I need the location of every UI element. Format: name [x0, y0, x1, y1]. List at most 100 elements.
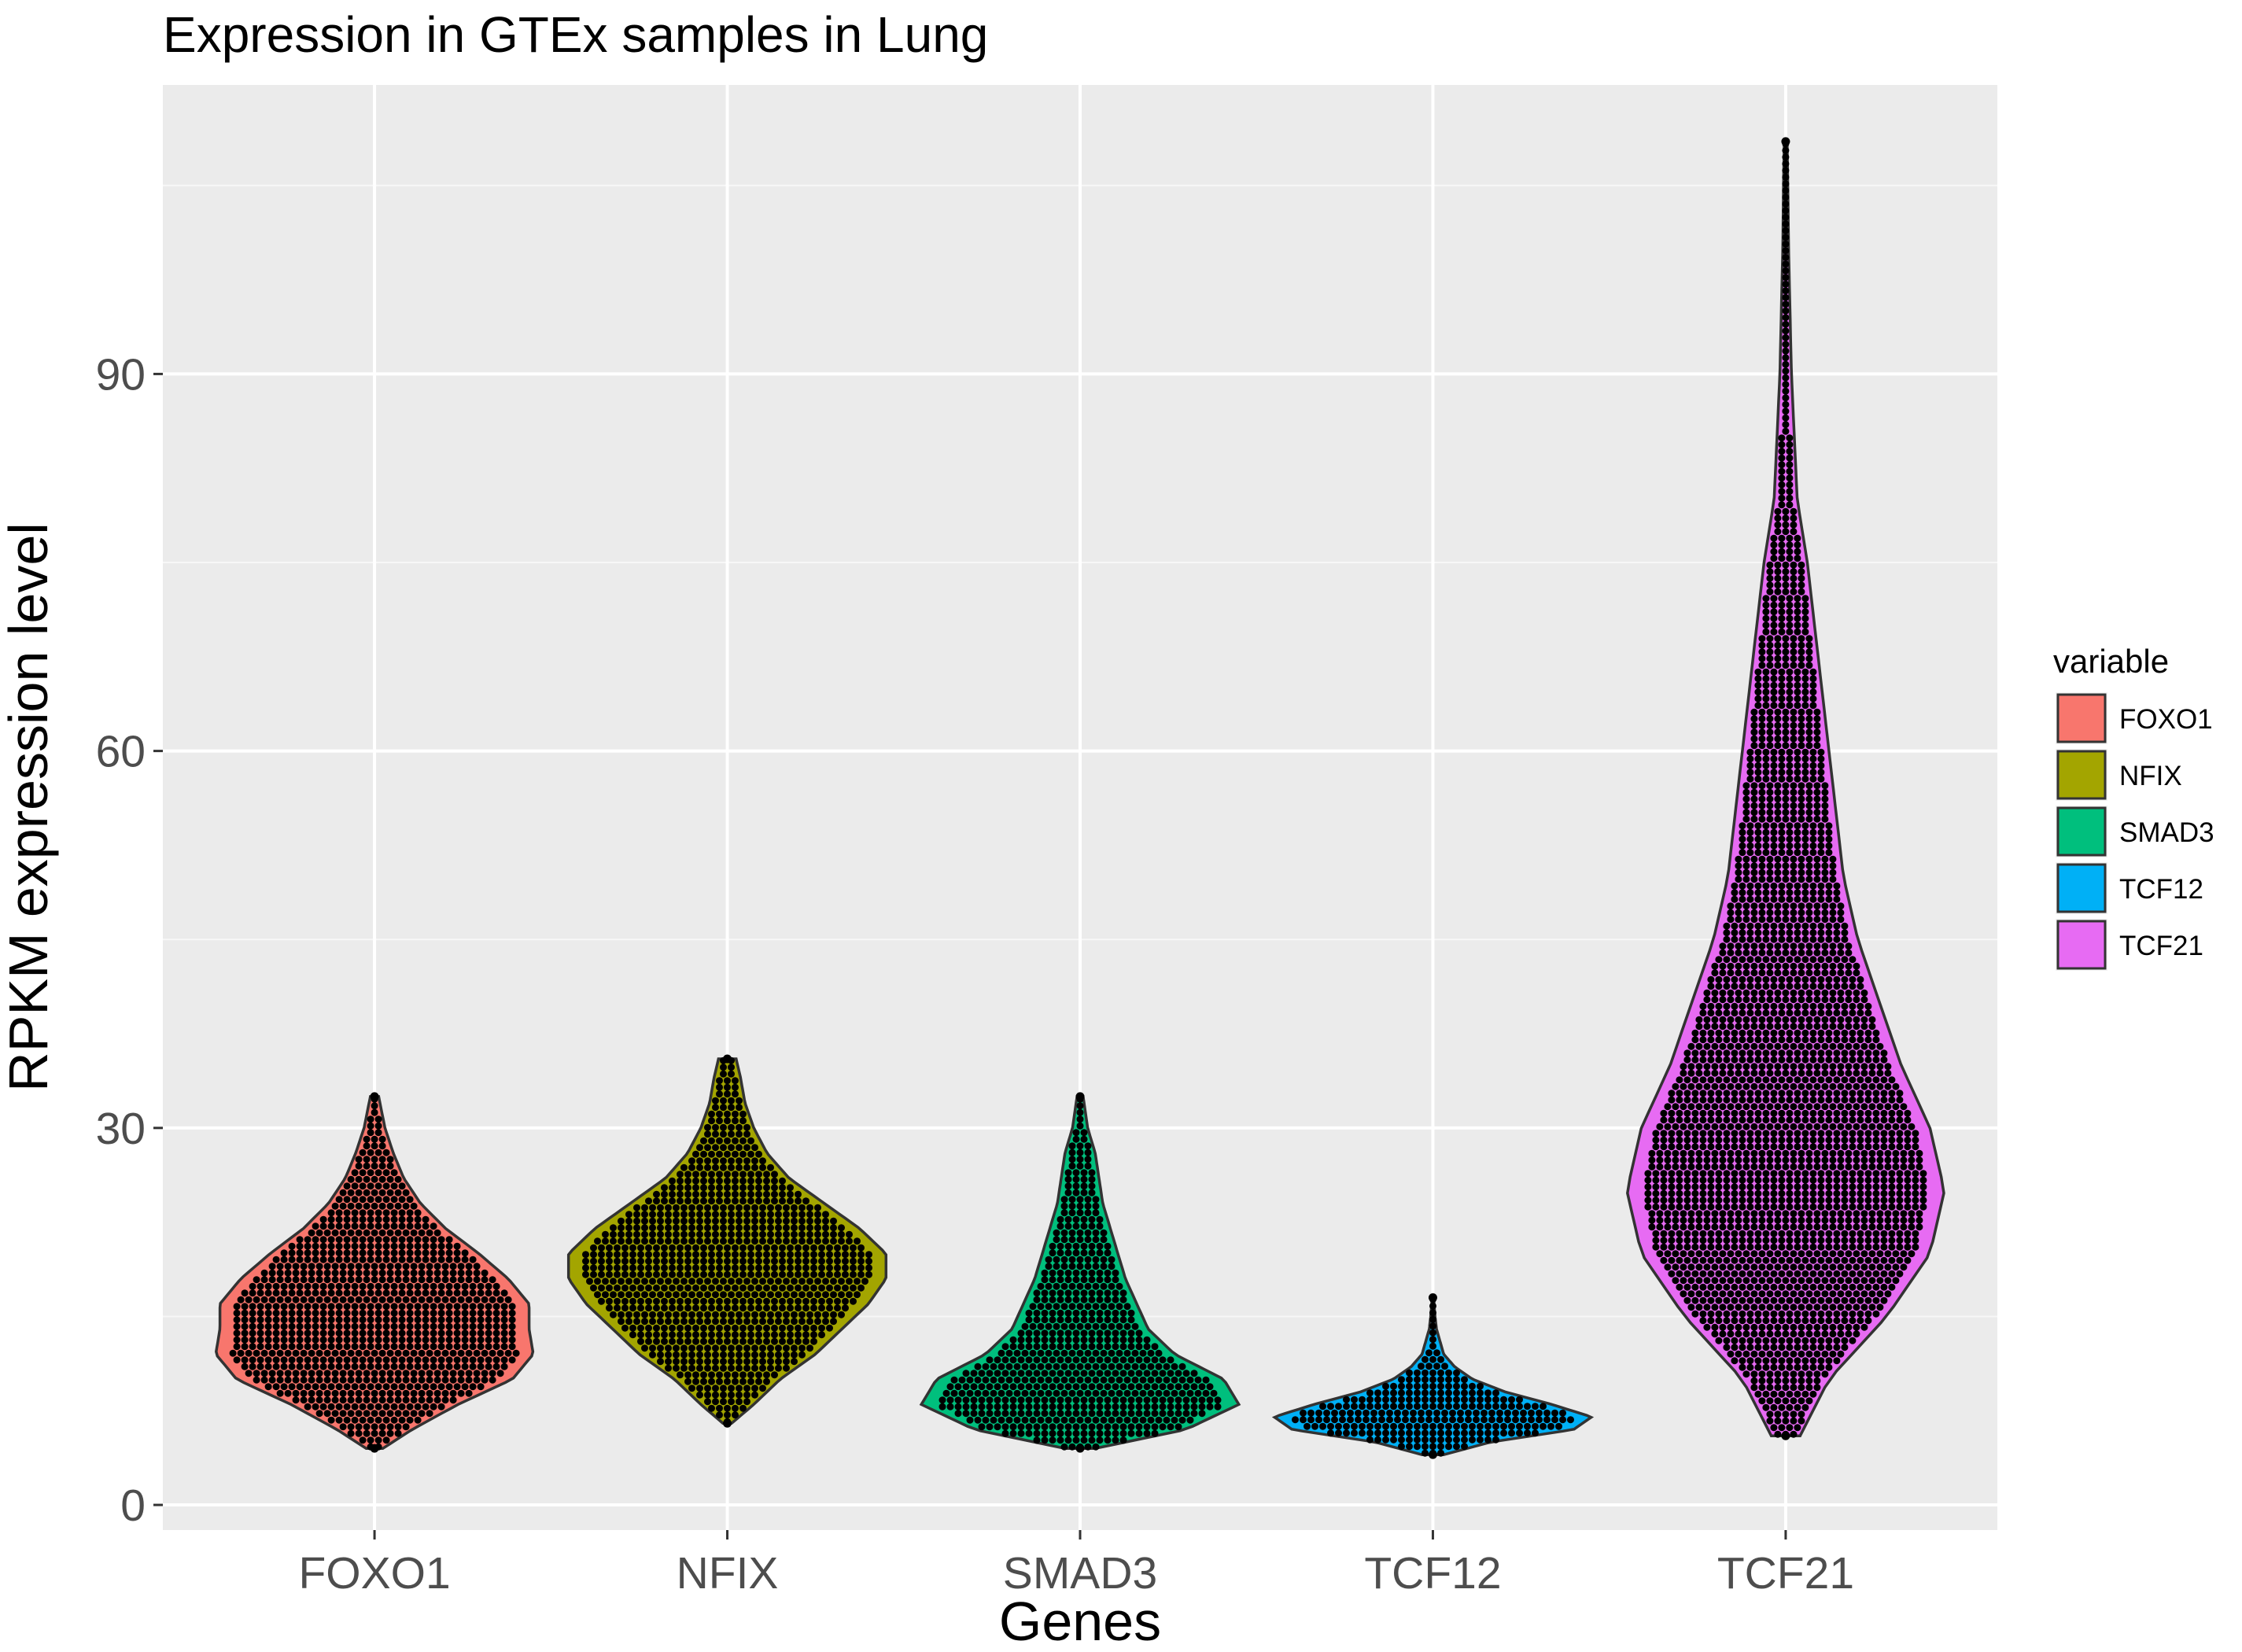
data-dot: [779, 1177, 786, 1185]
data-dot: [469, 1309, 477, 1317]
data-dot: [1652, 1170, 1660, 1178]
data-dot: [1813, 1304, 1821, 1311]
data-dot: [1813, 1377, 1821, 1385]
data-dot: [253, 1349, 260, 1357]
data-dot: [1080, 1436, 1088, 1444]
data-dot: [1652, 1243, 1660, 1251]
data-dot: [1766, 989, 1774, 997]
data-dot: [704, 1358, 711, 1366]
data-dot: [1707, 1243, 1715, 1251]
data-dot: [1512, 1416, 1519, 1424]
data-dot: [798, 1211, 806, 1219]
data-dot: [795, 1264, 802, 1272]
data-dot: [1766, 1156, 1774, 1164]
data-dot: [1699, 1029, 1707, 1037]
data-dot: [1680, 1277, 1687, 1285]
data-dot: [704, 1123, 711, 1131]
data-dot: [669, 1177, 676, 1185]
data-dot: [716, 1297, 723, 1305]
data-dot: [1691, 1230, 1699, 1237]
data-dot: [256, 1343, 264, 1351]
data-dot: [1837, 949, 1845, 957]
data-dot: [1731, 1283, 1739, 1291]
data-dot: [363, 1135, 371, 1143]
data-dot: [1833, 1176, 1841, 1184]
data-dot: [363, 1189, 371, 1197]
data-dot: [367, 1403, 374, 1410]
data-dot: [1774, 1417, 1782, 1425]
data-dot: [688, 1211, 695, 1219]
data-dot: [861, 1278, 868, 1285]
data-dot: [1880, 1143, 1888, 1151]
data-dot: [1857, 1296, 1864, 1304]
data-dot: [256, 1282, 264, 1290]
data-dot: [1429, 1309, 1436, 1317]
data-dot: [700, 1264, 707, 1272]
data-dot: [1742, 969, 1750, 977]
data-dot: [1825, 1344, 1833, 1351]
data-dot: [763, 1337, 770, 1345]
data-dot: [739, 1184, 747, 1192]
data-dot: [1076, 1322, 1084, 1330]
data-dot: [1754, 1096, 1762, 1104]
data-dot: [732, 1270, 739, 1278]
data-dot: [1343, 1403, 1350, 1410]
data-dot: [1762, 1029, 1770, 1037]
data-dot: [1766, 902, 1774, 910]
data-dot: [1790, 902, 1798, 910]
data-dot: [1676, 1109, 1683, 1117]
data-dot: [367, 1303, 374, 1311]
data-dot: [276, 1376, 284, 1384]
data-dot: [1786, 842, 1794, 850]
data-dot: [1672, 1156, 1680, 1164]
data-dot: [767, 1230, 774, 1238]
data-dot: [1735, 969, 1742, 977]
data-dot: [1786, 1403, 1794, 1411]
data-dot: [838, 1278, 845, 1285]
data-dot: [1805, 1350, 1813, 1358]
data-dot: [1084, 1142, 1092, 1150]
data-dot: [441, 1276, 449, 1284]
data-dot: [696, 1385, 703, 1392]
data-dot: [1660, 1189, 1668, 1197]
data-dot: [453, 1356, 461, 1364]
data-dot: [339, 1189, 347, 1197]
data-dot: [1821, 1082, 1829, 1090]
data-dot: [704, 1351, 711, 1359]
data-dot: [1817, 1310, 1825, 1318]
data-dot: [1821, 868, 1829, 876]
data-dot: [657, 1344, 664, 1352]
data-dot: [1104, 1343, 1112, 1351]
data-dot: [724, 1304, 731, 1312]
data-dot: [1876, 1069, 1884, 1077]
data-dot: [359, 1356, 367, 1364]
data-dot: [355, 1156, 363, 1163]
data-dot: [1916, 1223, 1923, 1231]
data-dot: [390, 1242, 398, 1250]
data-dot: [602, 1278, 609, 1285]
data-dot: [1053, 1389, 1060, 1397]
data-dot: [1833, 1310, 1841, 1318]
data-dot: [335, 1329, 343, 1337]
data-dot: [1072, 1336, 1080, 1344]
data-dot: [504, 1296, 512, 1304]
data-dot: [1853, 1042, 1860, 1050]
data-dot: [1754, 882, 1762, 890]
data-dot: [771, 1257, 778, 1265]
data-dot: [1080, 1189, 1088, 1197]
data-dot: [485, 1356, 492, 1364]
data-dot: [1009, 1429, 1017, 1437]
data-dot: [1860, 996, 1868, 1004]
data-dot: [1013, 1363, 1021, 1370]
data-dot: [708, 1404, 715, 1412]
data-dot: [751, 1364, 758, 1372]
data-dot: [1707, 1256, 1715, 1264]
data-dot: [1739, 849, 1746, 857]
data-dot: [602, 1291, 609, 1299]
data-dot: [1794, 849, 1801, 857]
data-dot: [1916, 1216, 1923, 1224]
data-dot: [1817, 1090, 1825, 1097]
data-dot: [1723, 1170, 1731, 1178]
data-dot: [1896, 1109, 1904, 1117]
data-dot: [736, 1230, 743, 1238]
